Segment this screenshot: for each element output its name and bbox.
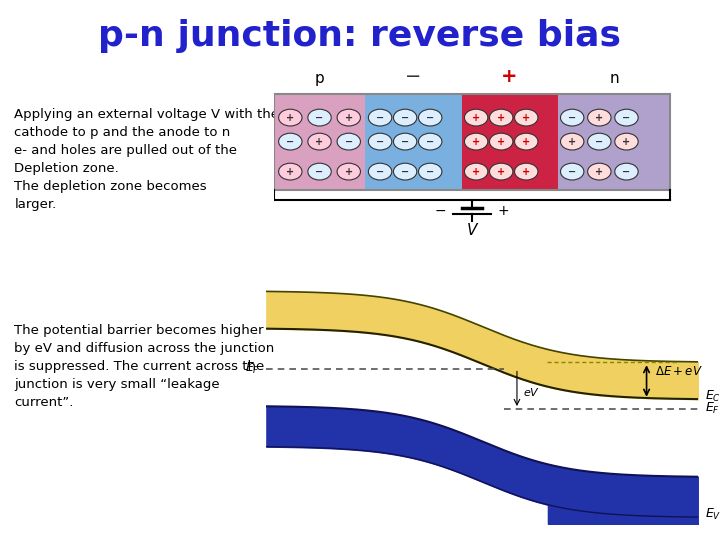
Circle shape [418, 133, 442, 150]
Circle shape [393, 133, 417, 150]
Text: +: + [522, 113, 531, 123]
Circle shape [393, 109, 417, 126]
Text: +: + [497, 167, 505, 177]
Text: $E_F$: $E_F$ [705, 401, 720, 416]
Circle shape [515, 109, 538, 126]
Circle shape [515, 163, 538, 180]
Text: −: − [315, 113, 323, 123]
Text: +: + [522, 167, 531, 177]
Bar [462, 93, 557, 190]
Circle shape [393, 163, 417, 180]
Text: p-n junction: reverse bias: p-n junction: reverse bias [99, 19, 621, 53]
Text: +: + [345, 113, 353, 123]
Text: $\Delta E + eV$: $\Delta E + eV$ [655, 365, 703, 378]
Text: +: + [501, 67, 518, 86]
Circle shape [279, 133, 302, 150]
Text: −: − [426, 113, 434, 123]
Bar [557, 93, 670, 190]
Text: $eV$: $eV$ [523, 386, 541, 398]
Circle shape [560, 133, 584, 150]
Text: Applying an external voltage V with the
cathode to p and the anode to n
e- and h: Applying an external voltage V with the … [14, 108, 279, 211]
Text: −: − [595, 137, 603, 146]
Text: +: + [315, 137, 323, 146]
Text: $E_C$: $E_C$ [705, 388, 720, 403]
Text: −: − [287, 137, 294, 146]
Text: $E_F$: $E_F$ [245, 361, 260, 376]
Text: +: + [595, 167, 603, 177]
Text: +: + [345, 167, 353, 177]
Bar [274, 93, 366, 190]
Circle shape [490, 109, 513, 126]
Text: −: − [426, 137, 434, 146]
Bar [366, 93, 462, 190]
Circle shape [337, 163, 361, 180]
Text: +: + [568, 137, 576, 146]
Circle shape [588, 133, 611, 150]
Text: +: + [497, 137, 505, 146]
Text: +: + [472, 137, 480, 146]
Text: −: − [426, 167, 434, 177]
Text: V: V [467, 222, 477, 238]
Text: $E_V$: $E_V$ [705, 507, 720, 522]
Circle shape [369, 109, 392, 126]
Text: −: − [401, 167, 409, 177]
Circle shape [615, 109, 638, 126]
Text: −: − [622, 113, 631, 123]
Text: −: − [376, 137, 384, 146]
Circle shape [308, 133, 331, 150]
Circle shape [464, 163, 488, 180]
Circle shape [279, 163, 302, 180]
Text: −: − [376, 167, 384, 177]
Circle shape [279, 109, 302, 126]
Text: +: + [472, 113, 480, 123]
Circle shape [308, 163, 331, 180]
Text: +: + [497, 113, 505, 123]
Circle shape [308, 109, 331, 126]
Circle shape [615, 163, 638, 180]
Circle shape [337, 133, 361, 150]
Circle shape [337, 109, 361, 126]
Circle shape [560, 109, 584, 126]
Text: −: − [401, 113, 409, 123]
Text: −: − [376, 113, 384, 123]
Text: p: p [315, 71, 325, 86]
Text: −: − [568, 167, 576, 177]
Text: −: − [405, 67, 422, 86]
Text: −: − [435, 204, 446, 218]
Text: The potential barrier becomes higher
by eV and diffusion across the junction
is : The potential barrier becomes higher by … [14, 324, 274, 409]
Text: +: + [287, 113, 294, 123]
Circle shape [588, 109, 611, 126]
Circle shape [369, 133, 392, 150]
Text: −: − [345, 137, 353, 146]
Text: +: + [622, 137, 631, 146]
Circle shape [464, 133, 488, 150]
Circle shape [490, 163, 513, 180]
Circle shape [490, 133, 513, 150]
Circle shape [515, 133, 538, 150]
Text: n: n [609, 71, 618, 86]
Text: +: + [498, 204, 509, 218]
Bar [274, 93, 670, 190]
Circle shape [418, 163, 442, 180]
Circle shape [560, 163, 584, 180]
Circle shape [588, 163, 611, 180]
Text: −: − [315, 167, 323, 177]
Text: −: − [622, 167, 631, 177]
Text: +: + [595, 113, 603, 123]
Text: +: + [287, 167, 294, 177]
Circle shape [418, 109, 442, 126]
Circle shape [615, 133, 638, 150]
Text: +: + [472, 167, 480, 177]
Circle shape [369, 163, 392, 180]
Circle shape [464, 109, 488, 126]
Text: −: − [401, 137, 409, 146]
Text: +: + [522, 137, 531, 146]
Text: −: − [568, 113, 576, 123]
